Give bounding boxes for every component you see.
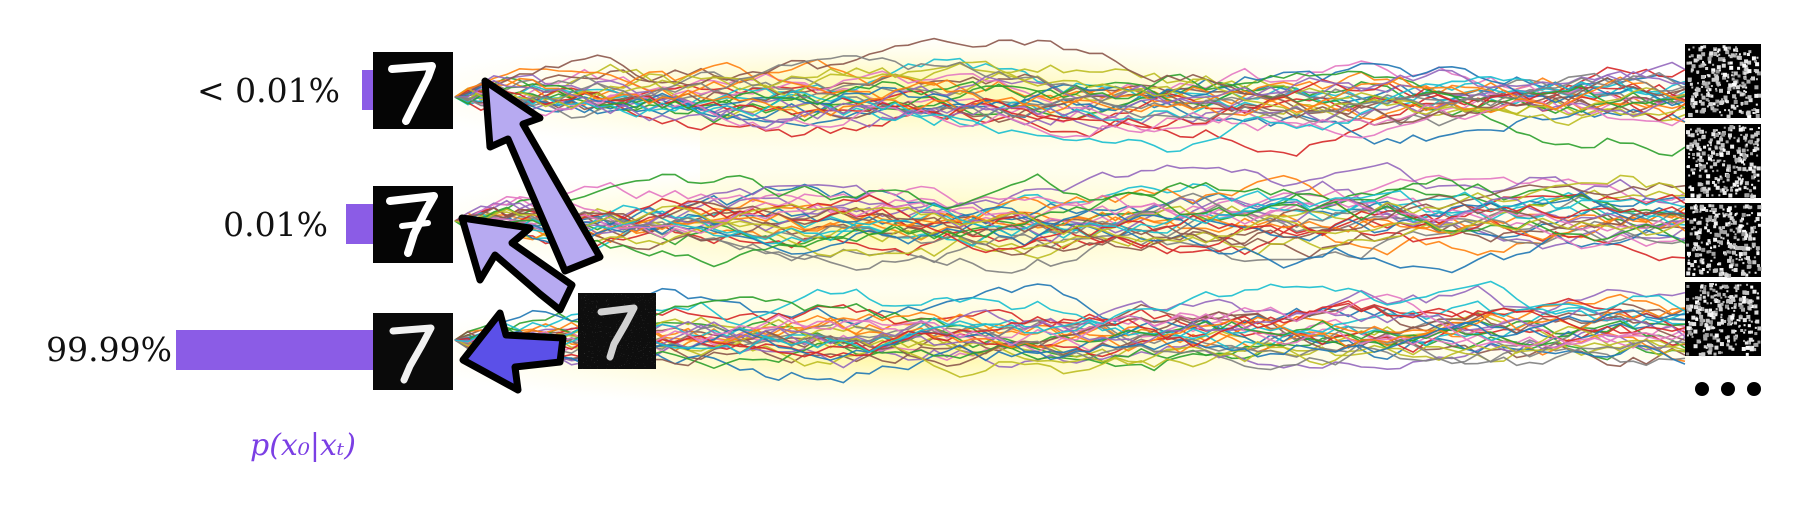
noise-image: [1685, 203, 1762, 278]
arrow-icon-to-top: [481, 77, 604, 275]
random-walk-line: [454, 70, 1686, 110]
random-walk-line: [454, 62, 1686, 127]
random-walk-line: [454, 303, 1686, 354]
random-walk-line: [454, 302, 1686, 358]
prob-bar-mid: [346, 204, 376, 244]
prob-bar-low: [362, 70, 376, 110]
random-walk-line: [454, 37, 1686, 124]
random-walk-line: [454, 76, 1686, 118]
random-walk-lines: [454, 37, 1686, 384]
digit-seven-image-top: [373, 52, 453, 129]
noise-image: [1685, 282, 1762, 357]
prob-label-high: 99.99%: [46, 330, 172, 369]
arrow-icon-to-middle: [458, 214, 576, 314]
noise-image-stack: [1685, 44, 1762, 357]
noise-image: [1685, 124, 1761, 199]
random-walk-line: [454, 185, 1686, 250]
random-walk-line: [454, 310, 1686, 365]
random-walk-line: [454, 191, 1686, 268]
random-walk-line: [454, 199, 1686, 247]
ellipsis-dots: [1695, 382, 1761, 396]
random-walk-line: [454, 87, 1686, 139]
prob-label-mid: 0.01%: [223, 205, 328, 244]
random-walk-line: [454, 191, 1686, 255]
random-walk-line: [454, 71, 1686, 119]
prob-bar-high: [176, 330, 376, 370]
random-walk-line: [454, 283, 1686, 365]
digit-seven-image-middle: [373, 186, 453, 263]
random-walk-line: [454, 75, 1686, 153]
posterior-label: p(x₀|xₜ): [250, 428, 356, 463]
noise-image: [1685, 44, 1762, 119]
random-walk-line: [454, 183, 1686, 239]
random-walk-line: [454, 174, 1686, 250]
random-walk-line: [454, 60, 1686, 116]
random-walk-line: [454, 280, 1686, 364]
noisy-digit-image: [578, 293, 656, 369]
random-walk-line: [454, 293, 1686, 348]
prob-label-low: < 0.01%: [197, 71, 340, 110]
random-walk-line: [454, 309, 1686, 369]
random-walk-line: [454, 69, 1686, 129]
arrow-icon-to-bottom: [459, 309, 567, 394]
random-walk-line: [454, 210, 1686, 274]
random-walk-line: [454, 317, 1686, 361]
random-walk-line: [454, 55, 1686, 122]
digit-seven-image-bottom: [373, 313, 453, 390]
random-walk-line: [454, 78, 1686, 130]
random-walk-line: [454, 293, 1686, 354]
random-walk-line: [454, 203, 1686, 244]
random-walk-line: [454, 173, 1686, 224]
